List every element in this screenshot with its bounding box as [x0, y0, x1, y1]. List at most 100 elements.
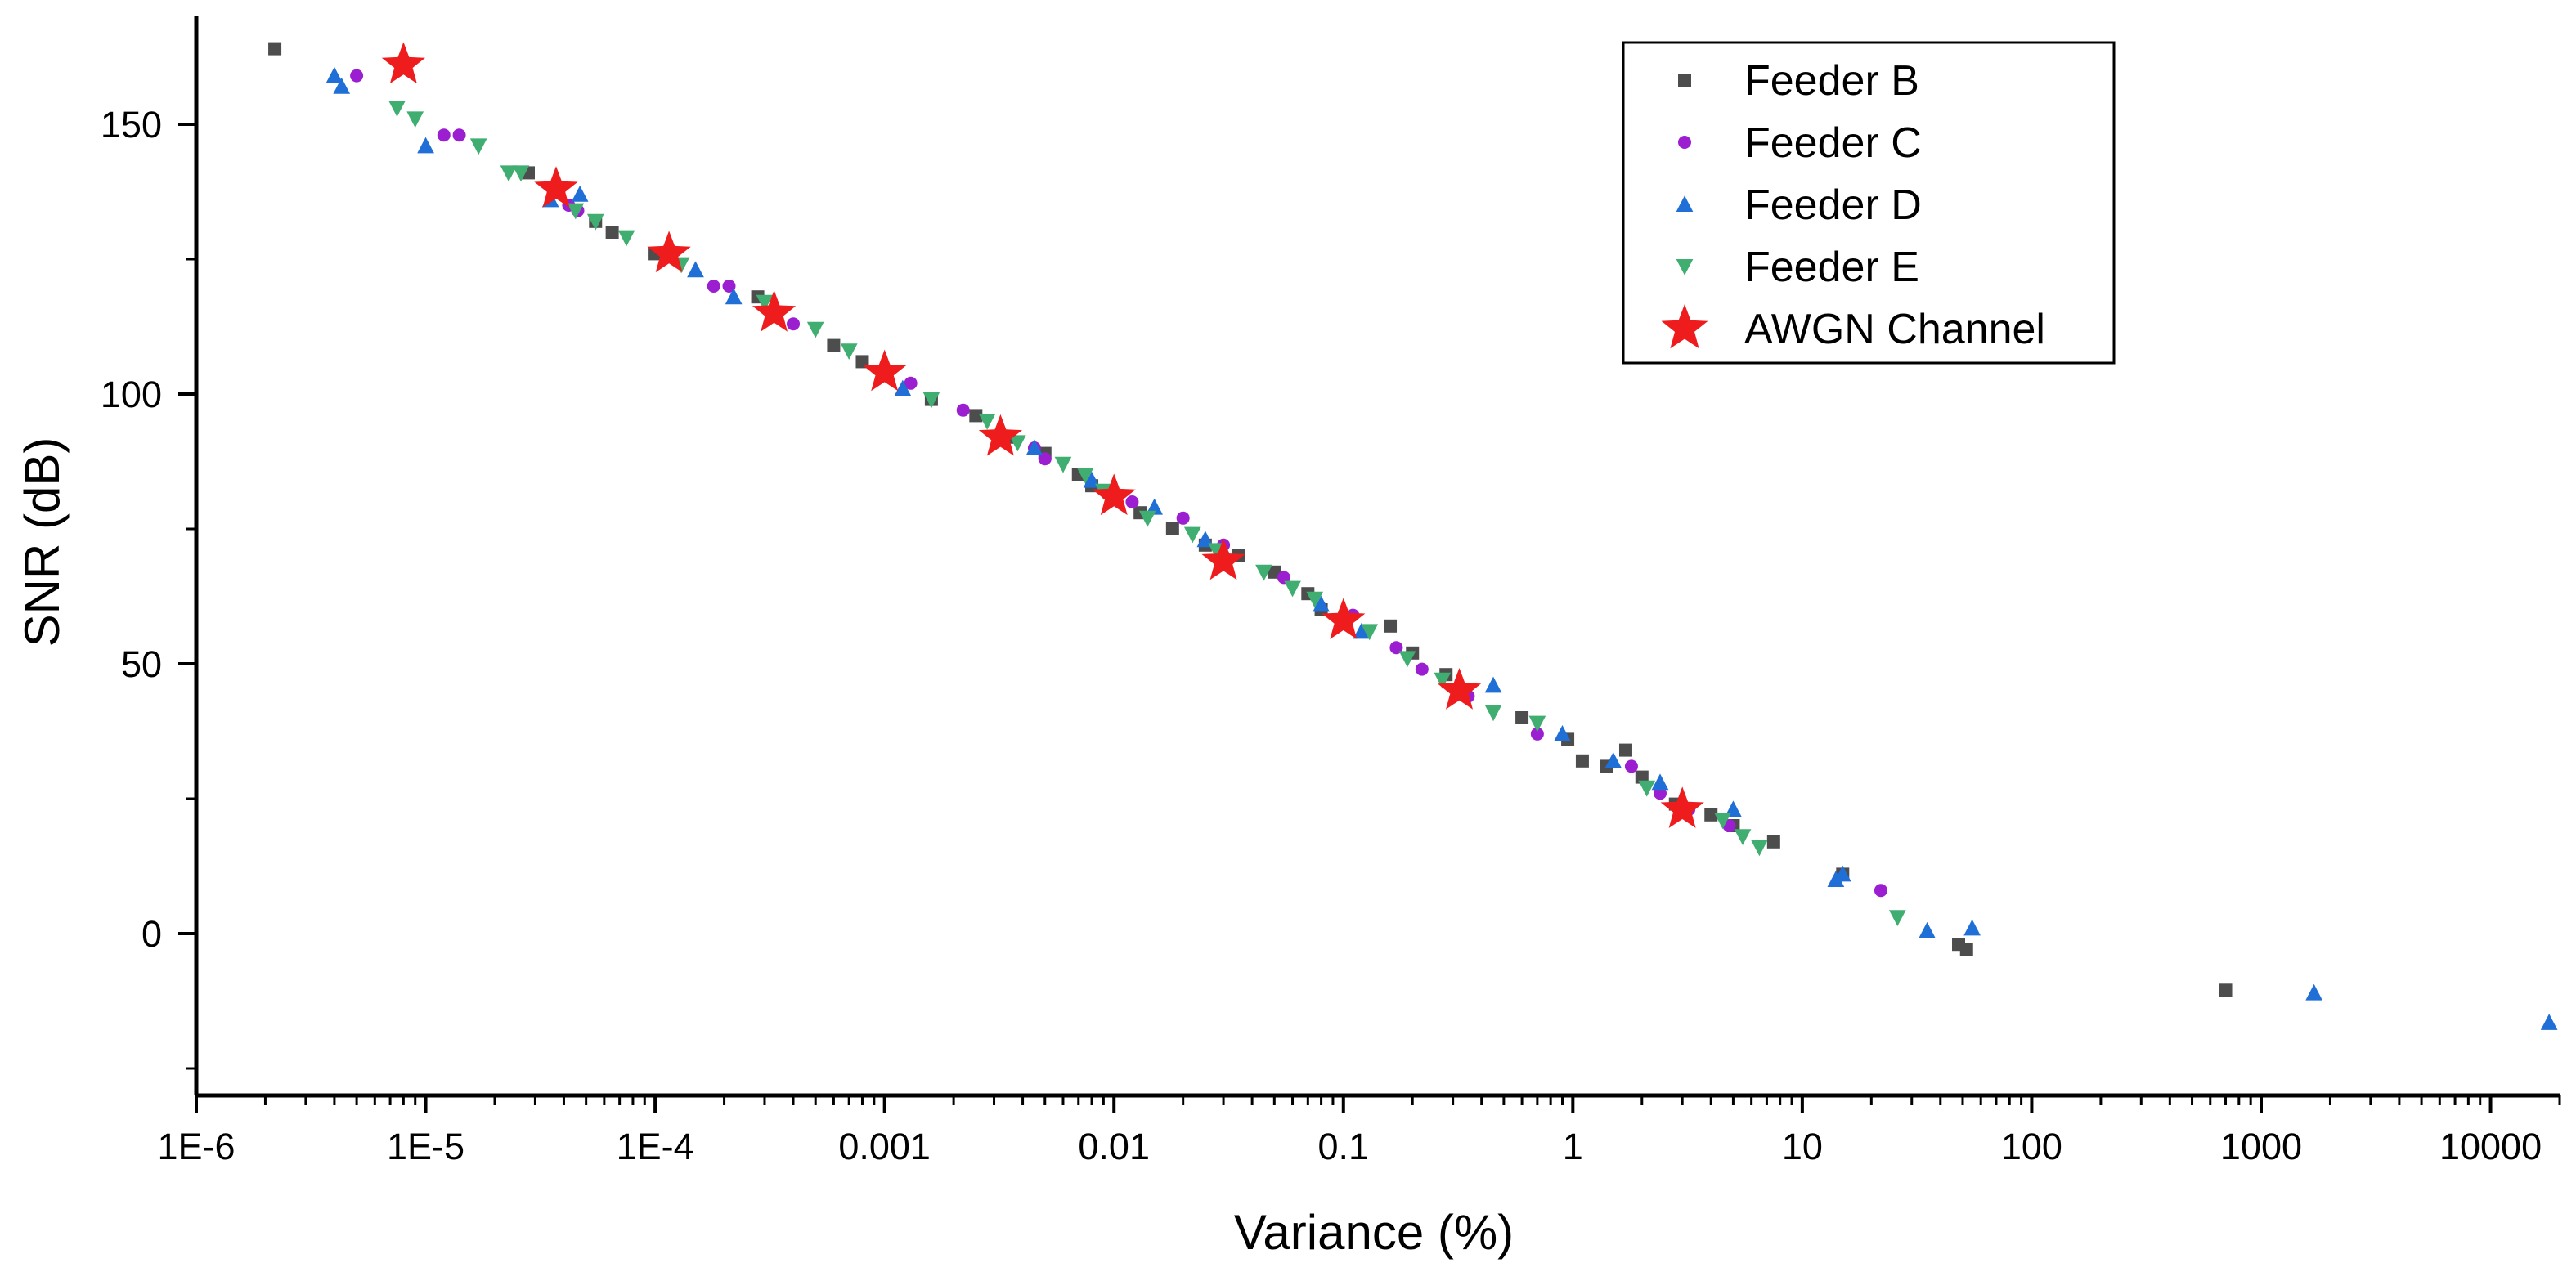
legend-marker-feeder-b [1678, 74, 1691, 87]
data-point-feeder-d [1353, 622, 1371, 639]
data-point-feeder-d [1833, 865, 1851, 882]
legend-label-awgn-channel: AWGN Channel [1744, 306, 2045, 353]
data-point-feeder-e [586, 213, 604, 231]
data-point-feeder-e [1183, 526, 1201, 544]
data-point-feeder-e [1751, 840, 1768, 857]
data-point-feeder-d [1963, 919, 1981, 936]
data-point-feeder-e [1888, 910, 1906, 926]
data-point-awgn-channel [1322, 598, 1366, 639]
data-point-feeder-c [1389, 641, 1403, 655]
data-point-feeder-c [956, 403, 970, 417]
data-point-awgn-channel [534, 166, 578, 208]
data-point-feeder-e [512, 165, 530, 182]
data-point-feeder-c [787, 317, 801, 331]
data-point-feeder-b [268, 42, 282, 56]
data-point-feeder-e [1638, 780, 1656, 797]
data-point-awgn-channel [1092, 473, 1136, 516]
data-point-feeder-e [1138, 510, 1156, 527]
data-point-feeder-e [500, 165, 518, 182]
data-point-feeder-c [350, 69, 364, 83]
legend-label-feeder-c: Feeder C [1744, 119, 1922, 167]
data-point-feeder-e [1398, 651, 1416, 668]
data-point-feeder-b [1635, 770, 1649, 784]
data-point-feeder-c [1277, 571, 1290, 585]
data-point-feeder-d [417, 137, 434, 154]
data-point-feeder-d [1554, 725, 1571, 741]
x-tick-label: 1E-5 [387, 1126, 464, 1167]
data-point-feeder-d [1651, 773, 1669, 791]
series-feeder-d [325, 66, 2558, 1030]
data-point-feeder-c [722, 280, 736, 293]
data-point-feeder-e [617, 230, 635, 247]
data-point-awgn-channel [1201, 538, 1245, 580]
series-feeder-e [388, 101, 1906, 926]
plot-area [268, 42, 2558, 1030]
x-tick-label: 1 [1563, 1126, 1583, 1167]
data-point-awgn-channel [1437, 668, 1482, 710]
axes: 1E-6 1E-5 1E-4 0.001 0.01 0.1 1 10 100 1000 10000 0… [101, 16, 2561, 1167]
data-point-feeder-b [1575, 754, 1589, 768]
data-point-feeder-b [1384, 619, 1398, 633]
data-point-feeder-b [1766, 835, 1780, 849]
data-point-feeder-b [855, 355, 869, 369]
data-point-feeder-d [1604, 752, 1622, 768]
data-point-feeder-d [1025, 439, 1043, 455]
data-point-feeder-e [1361, 624, 1379, 641]
data-point-feeder-b [1618, 743, 1632, 757]
data-point-feeder-d [2540, 1014, 2558, 1030]
legend-label-feeder-e: Feeder E [1744, 244, 1919, 291]
x-tick-label: 100 [2001, 1126, 2062, 1167]
data-point-feeder-c [1038, 452, 1052, 466]
data-point-feeder-d [333, 78, 351, 94]
data-point-feeder-c [1624, 759, 1638, 773]
data-point-awgn-channel [752, 290, 797, 332]
data-point-feeder-e [1528, 715, 1546, 732]
data-point-feeder-d [1919, 921, 1936, 938]
data-point-feeder-d [1196, 531, 1214, 548]
data-point-feeder-b [969, 409, 983, 423]
data-point-feeder-e [1255, 564, 1272, 581]
data-point-feeder-e [1434, 672, 1452, 689]
data-point-feeder-b [1165, 522, 1179, 535]
legend-box [1622, 41, 2116, 365]
data-point-feeder-c [1125, 495, 1139, 508]
x-axis-title: Variance (%) [1234, 1205, 1514, 1260]
data-point-feeder-b [827, 338, 841, 352]
data-point-awgn-channel [978, 414, 1022, 456]
x-tick-label: 10000 [2439, 1126, 2542, 1167]
data-point-feeder-e [978, 414, 996, 430]
data-point-feeder-e [406, 111, 424, 128]
x-tick-label: 1E-4 [617, 1126, 694, 1167]
y-tick-label: 50 [121, 643, 162, 685]
x-tick-label: 1000 [2220, 1126, 2302, 1167]
data-point-feeder-d [1146, 498, 1163, 515]
data-point-feeder-e [922, 392, 940, 409]
x-tick-label: 10 [1782, 1126, 1823, 1167]
y-tick-label: 100 [101, 374, 162, 415]
legend-marker-feeder-d [1676, 195, 1694, 212]
data-point-feeder-c [707, 280, 720, 293]
data-point-feeder-d [2305, 983, 2322, 1001]
x-tick-label: 0.001 [838, 1126, 931, 1167]
data-point-feeder-d [1083, 471, 1101, 488]
legend-label-feeder-d: Feeder D [1744, 181, 1922, 229]
legend-marker-awgn-channel [1661, 304, 1708, 349]
x-tick-label: 0.01 [1078, 1126, 1150, 1167]
x-tick-label: 0.1 [1317, 1126, 1369, 1167]
data-point-awgn-channel [647, 231, 691, 273]
data-point-feeder-e [1484, 705, 1502, 722]
y-axis-title: SNR (dB) [15, 437, 70, 647]
data-point-feeder-c [1176, 511, 1190, 525]
data-point-feeder-d [687, 261, 704, 278]
data-point-feeder-e [469, 138, 487, 155]
data-point-awgn-channel [381, 42, 425, 84]
data-point-feeder-b [605, 226, 619, 239]
data-point-feeder-b [1959, 943, 1973, 956]
data-point-feeder-e [388, 101, 406, 117]
data-point-feeder-e [1008, 435, 1026, 452]
data-point-feeder-e [1054, 456, 1072, 473]
data-point-feeder-e [756, 294, 774, 311]
data-point-feeder-c [1653, 786, 1667, 800]
data-point-feeder-d [725, 288, 743, 305]
data-point-feeder-b [1704, 808, 1718, 822]
